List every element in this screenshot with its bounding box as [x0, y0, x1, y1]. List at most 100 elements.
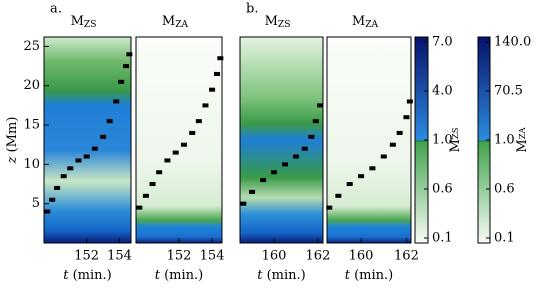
- marker: [282, 162, 289, 167]
- heatmap: [240, 37, 323, 243]
- marker: [136, 205, 143, 210]
- y-tick-label: 15: [23, 118, 40, 133]
- panel-title: MZA: [352, 14, 379, 30]
- colorbar-title: MZS: [448, 127, 463, 152]
- x-tick-label: 154: [200, 249, 225, 264]
- marker: [67, 166, 74, 171]
- marker: [123, 64, 130, 69]
- marker: [49, 197, 56, 202]
- x-unit: (min.): [267, 268, 306, 283]
- marker: [317, 103, 324, 108]
- marker: [83, 154, 90, 159]
- frame: [43, 36, 132, 244]
- marker: [396, 130, 403, 135]
- marker: [240, 201, 247, 206]
- marker: [380, 154, 387, 159]
- marker: [209, 87, 216, 92]
- panel-title: MZA: [162, 14, 189, 30]
- marker: [54, 185, 61, 190]
- marker: [346, 182, 353, 187]
- x-axis-label: t (min.): [155, 268, 204, 283]
- colorbar-title-main: M: [448, 139, 463, 152]
- x-var: t: [155, 268, 161, 283]
- panel-title-sub: ZA: [365, 20, 378, 30]
- x-tick-label: 152: [167, 249, 192, 264]
- marker: [403, 115, 410, 120]
- x-tick-label: 160: [262, 249, 287, 264]
- panel-title-sub: ZS: [278, 20, 291, 30]
- colorbar-title-sub: ZS: [450, 127, 460, 139]
- colorbar-tick-label: 4.0: [432, 84, 453, 99]
- x-unit: (min.): [354, 268, 393, 283]
- marker: [312, 119, 319, 124]
- marker: [271, 170, 278, 175]
- marker: [308, 134, 315, 139]
- marker: [172, 150, 179, 155]
- x-tick-label: 152: [74, 249, 99, 264]
- x-axis-label: t (min.): [345, 268, 394, 283]
- marker: [156, 170, 163, 175]
- panel-title: MZS: [71, 14, 97, 30]
- y-var: z: [5, 156, 20, 164]
- panel-label: b.: [246, 2, 258, 17]
- x-tick-label: 162: [306, 249, 331, 264]
- marker: [106, 119, 113, 124]
- y-tick-label: 20: [23, 78, 40, 93]
- marker: [326, 205, 333, 210]
- x-tick-label: 162: [394, 249, 419, 264]
- marker: [260, 178, 267, 183]
- panel-title-sub: ZS: [84, 20, 97, 30]
- x-unit: (min.): [164, 268, 203, 283]
- marker: [180, 142, 187, 147]
- marker: [249, 189, 256, 194]
- heatmap: [44, 37, 131, 243]
- colorbar-title-main: M: [515, 139, 530, 152]
- colorbar-title: MZA: [515, 126, 530, 152]
- x-axis-label: t (min.): [63, 268, 112, 283]
- marker: [113, 99, 120, 104]
- marker: [369, 166, 376, 171]
- marker: [164, 158, 171, 163]
- y-unit: (Mm): [5, 117, 20, 153]
- marker: [406, 99, 413, 104]
- marker: [126, 52, 133, 57]
- x-axis-label: t (min.): [257, 268, 306, 283]
- marker: [195, 119, 202, 124]
- marker: [189, 130, 196, 135]
- colorbar-tick-label: 0.1: [432, 231, 453, 246]
- colorbar-tick-label: 140.0: [494, 35, 531, 50]
- marker: [292, 154, 299, 159]
- heatmap: [136, 37, 222, 243]
- panel-title-main: M: [352, 14, 365, 29]
- marker: [75, 158, 82, 163]
- marker: [214, 71, 221, 76]
- marker: [202, 103, 209, 108]
- colorbar-tick-label: 1.0: [494, 133, 515, 148]
- x-var: t: [345, 268, 351, 283]
- panel-title-main: M: [265, 14, 278, 29]
- marker: [335, 193, 342, 198]
- frame: [239, 36, 324, 244]
- colorbar-tick-label: 0.1: [494, 231, 515, 246]
- panel-label: a.: [50, 2, 62, 17]
- marker: [389, 142, 396, 147]
- marker: [142, 193, 149, 198]
- y-tick-label: 5: [32, 196, 40, 211]
- colorbar-tick-label: 0.6: [494, 182, 515, 197]
- marker: [100, 134, 107, 139]
- panel-title-sub: ZA: [175, 20, 188, 30]
- marker: [301, 146, 308, 151]
- colorbar-title-sub: ZA: [517, 126, 527, 139]
- marker: [44, 209, 51, 214]
- x-tick-label: 160: [349, 249, 374, 264]
- x-unit: (min.): [73, 268, 112, 283]
- frame: [326, 36, 412, 244]
- y-tick-label: 25: [23, 39, 40, 54]
- colorbar-tick-label: 1.0: [432, 133, 453, 148]
- y-tick-label: 10: [23, 157, 40, 172]
- heatmap: [327, 37, 411, 243]
- marker: [91, 146, 98, 151]
- panel-title-main: M: [162, 14, 175, 29]
